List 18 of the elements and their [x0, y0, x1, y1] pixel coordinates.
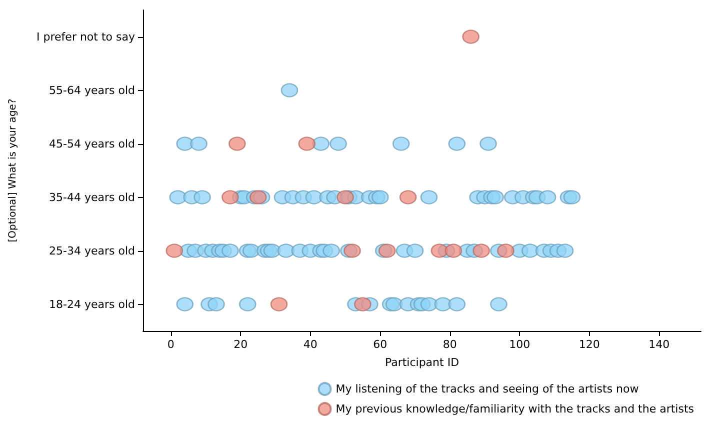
- x-tick-label: 0: [167, 338, 174, 351]
- y-tick-label: 35-44 years old: [49, 190, 135, 204]
- x-tick-label: 120: [578, 338, 600, 351]
- y-tick-label: 45-54 years old: [49, 137, 135, 150]
- x-tick-label: 40: [303, 338, 318, 351]
- y-tick-label: I prefer not to say: [36, 30, 136, 44]
- x-axis-title: Participant ID: [384, 356, 460, 369]
- x-tick-label: 20: [234, 338, 248, 351]
- y-tick-label: 18-24 years old: [49, 298, 135, 311]
- legend-label: My previous knowledge/familiarity with the tracks and the artists: [336, 402, 694, 416]
- x-tick-label: 100: [509, 338, 530, 351]
- y-axis-title: [Optional] What is your age?: [8, 98, 18, 242]
- y-tick-label: 25-34 years old: [49, 244, 135, 258]
- x-tick-label: 60: [373, 338, 388, 351]
- legend-label: My listening of the tracks and seeing of the artists now: [336, 382, 639, 396]
- y-tick-label: 55-64 years old: [49, 84, 135, 97]
- x-tick-label: 140: [648, 338, 670, 351]
- x-tick-label: 80: [442, 338, 457, 351]
